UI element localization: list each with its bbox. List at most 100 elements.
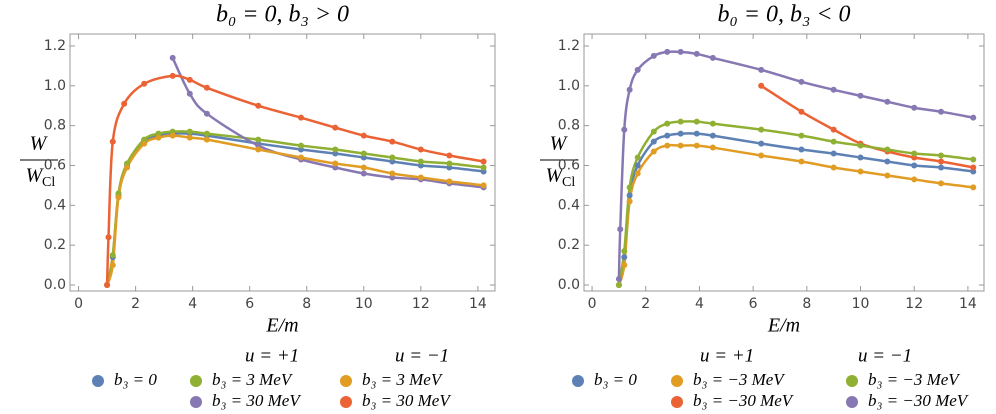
frame [583,33,985,292]
data-point [830,164,837,171]
data-point [693,142,700,149]
data-point [360,150,367,157]
legend-label: b₃ = −30 MeV [868,391,970,410]
y-tick-label: 0.4 [558,197,580,213]
data-point [446,160,453,167]
data-point [332,124,339,131]
y-tick-label: 0.4 [44,197,66,213]
legend-swatch [340,375,352,387]
data-point [169,54,176,61]
data-point [650,138,657,145]
data-point [677,118,684,125]
data-point [169,72,176,79]
data-point [911,150,918,157]
curve [105,74,484,286]
data-point [970,156,977,163]
x-tick-label: 12 [905,296,923,312]
x-tick-label: 0 [74,296,83,312]
data-point [621,254,628,261]
data-point [693,130,700,137]
data-point [109,262,116,269]
legend-label: b₃ = 0 [594,370,637,389]
data-point [830,126,837,133]
data-point [634,154,641,161]
y-tick-label: 0.8 [558,118,580,134]
data-point [798,78,805,85]
curve [105,130,484,286]
data-point [798,108,805,115]
y-tick-label: 0.0 [44,277,66,293]
y-label-denominator: W [546,165,565,187]
data-point [970,184,977,191]
data-point [758,152,765,159]
legend-label: b₃ = −3 MeV [868,370,961,389]
frame [69,33,496,292]
legend-swatch [671,396,683,408]
data-point [255,102,262,109]
legend-label: b₃ = 30 MeV [362,391,452,410]
data-point [650,148,657,155]
x-tick-label: 6 [245,296,254,312]
x-tick-label: 12 [412,296,430,312]
x-axis-label: E/m [265,315,298,337]
x-tick-label: 0 [588,296,597,312]
y-tick-label: 0.2 [44,237,66,253]
data-point [798,132,805,139]
data-point [255,146,262,153]
y-tick-label: 0.6 [558,157,580,173]
data-point [830,86,837,93]
data-point [626,86,633,93]
x-tick-label: 4 [695,296,704,312]
data-point [255,136,262,143]
data-point [417,158,424,165]
legend-label: b₃ = −3 MeV [693,370,786,389]
data-point [626,192,633,199]
data-point [186,90,193,97]
data-point [677,48,684,55]
y-tick-label: 0.2 [558,237,580,253]
data-point [389,138,396,145]
x-tick-label: 2 [131,296,140,312]
data-point [884,146,891,153]
legend: u = +1 u = −1 b₃ = 0 b₃ = −3 MeV b₃ = −30 Me… [572,345,970,410]
data-point [186,134,193,141]
data-point [389,154,396,161]
data-point [970,114,977,121]
legend-swatch [92,375,104,387]
data-point [105,234,112,241]
data-point [203,136,210,143]
data-point [709,120,716,127]
y-tick-label: 0.0 [558,277,580,293]
y-tick-label: 1.0 [44,78,66,94]
legend-swatch [572,375,584,387]
data-point [798,146,805,153]
data-point [480,182,487,189]
data-point [621,262,628,269]
panel: b₀ = 0, b₃ < 0E/mWW Cl0 2 4 6 8 10 12 140.00.20.… [540,2,985,410]
y-label-numerator: W [550,133,569,155]
data-point [109,252,116,259]
data-point [693,50,700,57]
data-point [798,158,805,165]
y-tick-label: 0.8 [44,118,66,134]
y-label-subscript: Cl [42,175,55,190]
data-point [709,132,716,139]
legend-label: b₃ = 3 MeV [212,370,294,389]
data-point [677,130,684,137]
data-point [830,138,837,145]
data-point [938,180,945,187]
data-point [650,52,657,59]
x-tick-label: 10 [355,296,373,312]
legend-group-title: u = +1 [245,345,299,366]
data-point [857,168,864,175]
y-tick-label: 1.0 [558,78,580,94]
data-point [417,146,424,153]
data-point [857,154,864,161]
legend-label: b₃ = 0 [114,370,157,389]
data-point [626,198,633,205]
data-point [124,164,131,171]
data-point [360,164,367,171]
data-point [155,134,162,141]
legend-group-title: u = +1 [700,345,754,366]
